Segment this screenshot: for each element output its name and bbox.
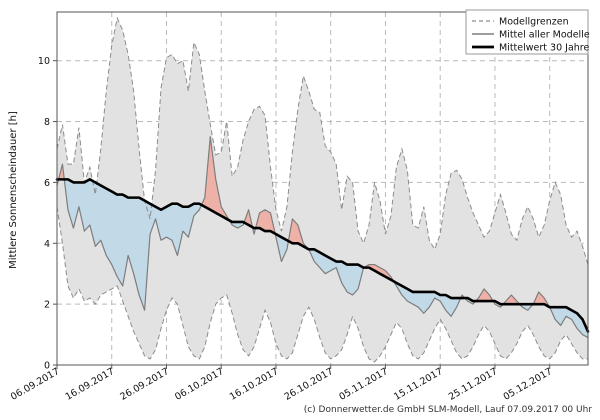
model-range-edges bbox=[56, 16, 589, 363]
axis-frame bbox=[56, 11, 589, 366]
y-tick-label: 10 bbox=[38, 56, 50, 67]
y-tick-label: 2 bbox=[44, 300, 50, 311]
y-axis-title: Mittlere Sonnenscheindauer [h] bbox=[8, 111, 19, 269]
legend-label: Mittelwert 30 Jahre bbox=[499, 43, 589, 54]
climate-mean-line bbox=[55, 178, 590, 333]
y-tick-label: 4 bbox=[44, 239, 50, 250]
y-tick-label: 6 bbox=[44, 178, 50, 189]
model-mean-line bbox=[56, 136, 589, 339]
legend-label: Modellgrenzen bbox=[499, 17, 569, 28]
chart-legend: Modellgrenzen Mittel aller Modelle Mittelw… bbox=[465, 9, 590, 55]
y-axis-ticks: 0 2 4 6 8 10 bbox=[38, 56, 57, 372]
y-tick-label: 8 bbox=[44, 117, 50, 128]
copyright-footer: (c) Donnerwetter.de GmbH SLM-Modell, Lau… bbox=[304, 405, 593, 415]
model-range-band bbox=[57, 18, 588, 362]
y-tick-label: 0 bbox=[44, 361, 50, 372]
legend-label: Mittel aller Modelle bbox=[499, 30, 590, 41]
